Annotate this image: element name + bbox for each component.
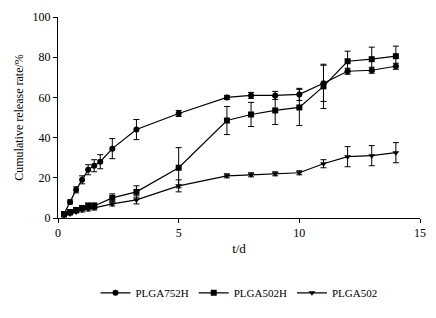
svg-text:20: 20 [39, 171, 51, 185]
svg-text:10: 10 [293, 226, 305, 240]
svg-text:PLGA502: PLGA502 [332, 287, 377, 299]
svg-text:40: 40 [39, 131, 51, 145]
svg-text:PLGA752H: PLGA752H [136, 287, 189, 299]
svg-text:0: 0 [45, 211, 51, 225]
svg-text:0: 0 [55, 226, 61, 240]
svg-text:100: 100 [33, 10, 51, 24]
svg-text:Cumulative release rate/%: Cumulative release rate/% [12, 54, 26, 181]
svg-text:15: 15 [414, 226, 426, 240]
svg-text:80: 80 [39, 50, 51, 64]
svg-text:t/d: t/d [232, 241, 246, 256]
svg-text:5: 5 [176, 226, 182, 240]
svg-text:60: 60 [39, 91, 51, 105]
svg-text:PLGA502H: PLGA502H [234, 287, 287, 299]
